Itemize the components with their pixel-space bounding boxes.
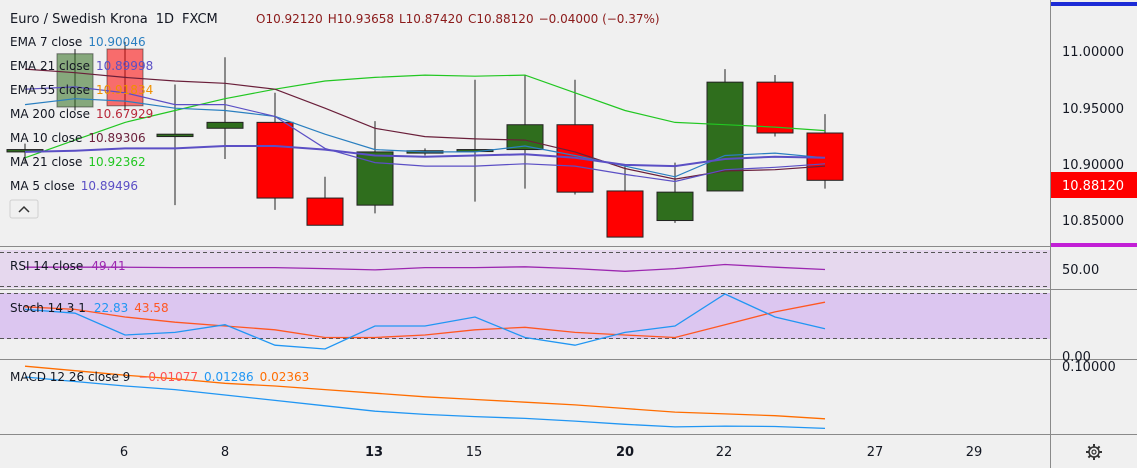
ma-line	[24, 68, 826, 180]
price-tag-value: 10.88120	[1062, 179, 1124, 194]
stoch-k-value: 22.83	[94, 301, 128, 315]
stoch-axis-label: 0.00	[1062, 350, 1091, 365]
gear-icon[interactable]	[1086, 444, 1102, 460]
time-tick-label: 8	[221, 445, 229, 460]
ohlc-change: −0.04000 (−0.37%)	[539, 12, 660, 26]
price-tick-label: 10.95000	[1062, 102, 1124, 117]
ma-lines	[24, 68, 826, 183]
candle-body	[206, 121, 244, 129]
macd-axis-label: 0.10000	[1062, 360, 1116, 375]
macd-hist-value: −0.01077	[138, 370, 198, 384]
candle-body	[706, 81, 744, 192]
time-tick-label: 6	[120, 445, 128, 460]
time-tick-label: 15	[466, 445, 483, 460]
candle-body	[606, 190, 644, 238]
price-tick-label: 10.85000	[1062, 214, 1124, 229]
ma-line	[24, 86, 826, 183]
legend-item[interactable]: MA 21 close 10.92362	[10, 155, 146, 169]
rsi-label[interactable]: RSI 14 close 49.41	[10, 259, 126, 273]
macd-pane	[24, 365, 826, 430]
ohlc-low: L10.87420	[399, 12, 463, 26]
ohlc-open: O10.92120	[256, 12, 323, 26]
candles[interactable]	[6, 41, 844, 238]
legend-item[interactable]: MA 5 close 10.89496	[10, 179, 138, 193]
candle-body	[306, 197, 344, 226]
rsi-line	[25, 263, 826, 272]
legend-item[interactable]: EMA 21 close 10.89998	[10, 59, 153, 73]
price-axis[interactable]: 11.00000 10.95000 10.90000 10.85000	[1062, 45, 1124, 229]
candle-body	[156, 133, 194, 138]
time-tick-label: 22	[716, 445, 733, 460]
legend-item[interactable]: MA 200 close 10.67929	[10, 107, 153, 121]
rsi-pane	[25, 263, 826, 272]
candle-body	[656, 191, 694, 222]
candle-body	[256, 121, 294, 199]
price-tick-label: 11.00000	[1062, 45, 1124, 60]
macd-label[interactable]: MACD 12 26 close 9 −0.01077 0.01286 0.02363	[10, 370, 309, 384]
exchange: FXCM	[182, 12, 218, 27]
ma-line	[24, 98, 826, 178]
time-tick-label: 13	[365, 445, 383, 460]
rsi-band	[0, 250, 1050, 288]
time-axis[interactable]: 6 8 13 15 20 22 27 29	[120, 445, 982, 460]
chart-header: Euro / Swedish Krona 1D FXCM O10.92120 H10.…	[10, 12, 660, 27]
ohlc-close: C10.88120	[468, 12, 534, 26]
legend-item[interactable]: EMA 55 close 10.91834	[10, 83, 153, 97]
legend-item[interactable]: MA 10 close 10.89306	[10, 131, 146, 145]
ma-line	[24, 145, 826, 168]
candle-body	[356, 151, 394, 206]
macd-line	[24, 376, 826, 430]
ohlc-readout: O10.92120 H10.93658 L10.87420 C10.88120 −0.0…	[256, 12, 660, 26]
price-axis-bottom-marker	[1051, 243, 1137, 247]
price-tag: 10.88120	[1051, 172, 1137, 198]
stoch-pane	[24, 293, 826, 350]
macd-signal-line	[24, 365, 826, 420]
time-tick-label: 20	[616, 445, 634, 460]
chevron-up-icon	[18, 205, 30, 213]
stoch-label[interactable]: Stoch 14 3 1 22.83 43.58	[10, 301, 169, 315]
ohlc-high: H10.93658	[328, 12, 394, 26]
legend-item[interactable]: EMA 7 close 10.90046	[10, 35, 146, 49]
time-tick-label: 29	[966, 445, 983, 460]
interval: 1D	[156, 12, 174, 27]
collapse-legend-button[interactable]	[9, 199, 39, 219]
rsi-axis-label: 50.00	[1062, 263, 1099, 278]
indicator-legend[interactable]: EMA 7 close 10.90046 EMA 21 close 10.89998…	[9, 35, 153, 219]
stoch-k-line	[24, 293, 826, 350]
stoch-d-value: 43.58	[134, 301, 168, 315]
price-axis-top-marker	[1051, 2, 1137, 6]
macd-signal-value: 0.02363	[260, 370, 310, 384]
rsi-value: 49.41	[91, 259, 125, 273]
symbol-title[interactable]: Euro / Swedish Krona 1D FXCM	[10, 12, 218, 27]
time-tick-label: 27	[867, 445, 884, 460]
stoch-band	[0, 293, 1050, 339]
stoch-d-line	[24, 301, 826, 339]
ma-line	[24, 74, 826, 159]
candle-body	[756, 81, 794, 134]
macd-line-value: 0.01286	[204, 370, 254, 384]
symbol-name: Euro / Swedish Krona	[10, 12, 148, 27]
price-tick-label: 10.90000	[1062, 158, 1124, 173]
